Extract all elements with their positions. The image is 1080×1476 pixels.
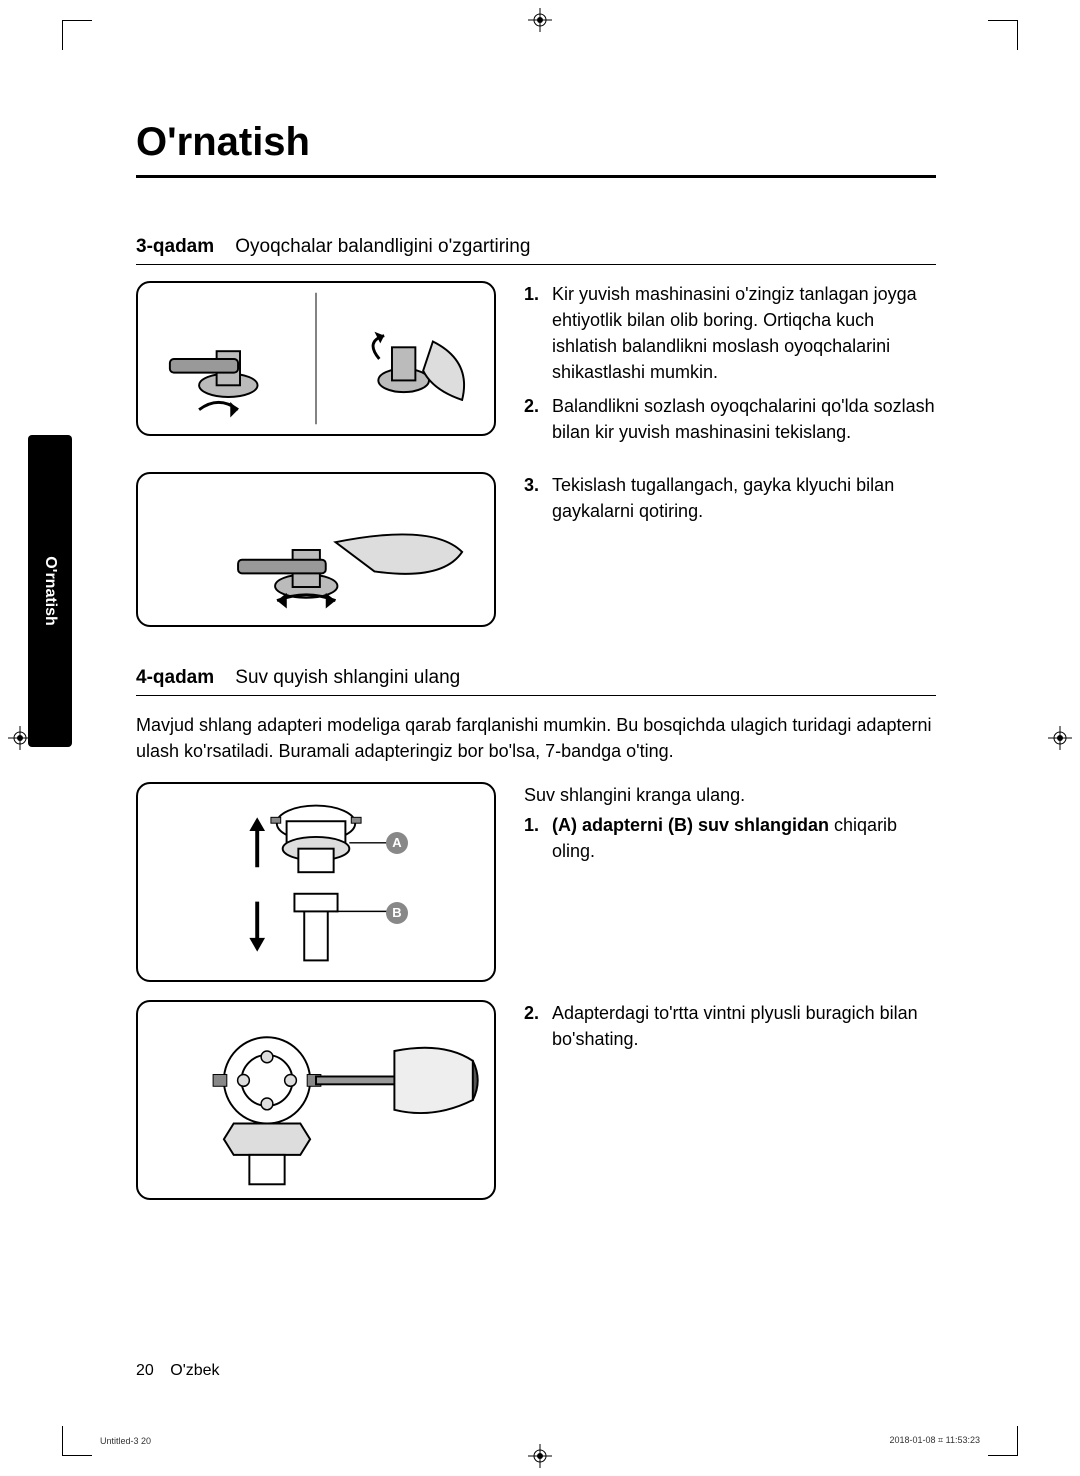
page-number: 20 <box>136 1362 154 1379</box>
step4-row2: 2. Adapterdagi to'rtta vintni plyusli bu… <box>136 1000 936 1200</box>
item-text: Kir yuvish mashinasini o'zingiz tanlagan… <box>552 281 936 385</box>
crop-mark <box>1017 1426 1018 1456</box>
step4-preline: Suv shlangini kranga ulang. <box>524 782 936 808</box>
crop-mark <box>988 20 1018 21</box>
print-meta-left: Untitled-3 20 <box>100 1436 151 1446</box>
list-item: 2. Balandlikni sozlash oyoqchalarini qo'… <box>524 393 936 445</box>
page-content: O'rnatish 3-qadam Oyoqchalar balandligin… <box>136 120 936 1218</box>
figure-hose-adapter: A B <box>136 782 496 982</box>
registration-mark-icon <box>528 1444 552 1468</box>
registration-mark-icon <box>528 8 552 32</box>
figure-leveling-feet <box>136 281 496 436</box>
item-number: 2. <box>524 1000 552 1052</box>
label-b-badge: B <box>386 902 408 924</box>
footer-language: O'zbek <box>170 1362 219 1379</box>
page-title: O'rnatish <box>136 120 936 178</box>
crop-mark <box>1017 20 1018 50</box>
list-item: 1. (A) adapterni (B) suv shlangidan chiq… <box>524 812 936 864</box>
item-bold: (A) adapterni (B) suv shlangidan <box>552 815 829 835</box>
section-tab-label: O'rnatish <box>41 556 59 626</box>
step4-intro: Mavjud shlang adapteri modeliga qarab fa… <box>136 712 936 764</box>
crop-mark <box>62 1455 92 1456</box>
list-item: 2. Adapterdagi to'rtta vintni plyusli bu… <box>524 1000 936 1052</box>
step4-row1: A B Suv shlangini kranga ulang. 1. (A) a… <box>136 782 936 982</box>
label-a-badge: A <box>386 832 408 854</box>
crop-mark <box>62 20 63 50</box>
item-text: Adapterdagi to'rtta vintni plyusli burag… <box>552 1000 936 1052</box>
step3-text-block2: 3. Tekislash tugallangach, gayka klyuchi… <box>524 472 936 627</box>
step4-label: 4-qadam <box>136 667 214 688</box>
crop-mark <box>988 1455 1018 1456</box>
step3-label: 3-qadam <box>136 236 214 257</box>
item-number: 3. <box>524 472 552 524</box>
step3-text-block1: 1. Kir yuvish mashinasini o'zingiz tanla… <box>524 281 936 454</box>
item-number: 2. <box>524 393 552 445</box>
step4-heading: 4-qadam Suv quyish shlangini ulang <box>136 667 936 696</box>
step4-name: Suv quyish shlangini ulang <box>235 667 460 688</box>
step4-text-block2: 2. Adapterdagi to'rtta vintni plyusli bu… <box>524 1000 936 1200</box>
step3-name: Oyoqchalar balandligini o'zgartiring <box>235 236 530 257</box>
step4-text-block1: Suv shlangini kranga ulang. 1. (A) adapt… <box>524 782 936 982</box>
section-tab: O'rnatish <box>28 435 72 747</box>
item-number: 1. <box>524 812 552 864</box>
page-footer: 20 O'zbek <box>136 1362 220 1380</box>
registration-mark-icon <box>1048 726 1072 750</box>
crop-mark <box>62 20 92 21</box>
step3-row1: 1. Kir yuvish mashinasini o'zingiz tanla… <box>136 281 936 454</box>
item-text: Balandlikni sozlash oyoqchalarini qo'lda… <box>552 393 936 445</box>
figure-loosen-screws <box>136 1000 496 1200</box>
list-item: 3. Tekislash tugallangach, gayka klyuchi… <box>524 472 936 524</box>
figure-tighten-nuts <box>136 472 496 627</box>
step3-row2: 3. Tekislash tugallangach, gayka klyuchi… <box>136 472 936 627</box>
list-item: 1. Kir yuvish mashinasini o'zingiz tanla… <box>524 281 936 385</box>
item-number: 1. <box>524 281 552 385</box>
crop-mark <box>62 1426 63 1456</box>
step3-heading: 3-qadam Oyoqchalar balandligini o'zgarti… <box>136 236 936 265</box>
print-meta-right: 2018-01-08 ⌗ 11:53:23 <box>890 1435 980 1446</box>
item-text: (A) adapterni (B) suv shlangidan chiqari… <box>552 812 936 864</box>
item-text: Tekislash tugallangach, gayka klyuchi bi… <box>552 472 936 524</box>
